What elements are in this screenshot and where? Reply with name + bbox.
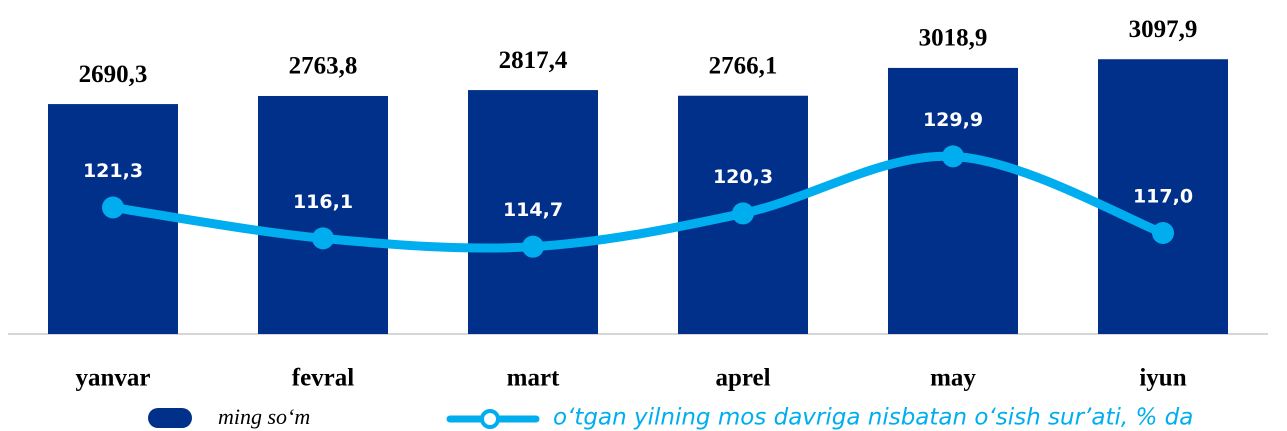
x-tick-label: mart xyxy=(507,365,560,392)
bar xyxy=(1098,59,1228,335)
line-value-label: 129,9 xyxy=(923,109,983,131)
line-value-label: 121,3 xyxy=(83,160,143,182)
x-tick-label: may xyxy=(930,365,976,392)
bar-value-label: 3097,9 xyxy=(1129,16,1198,43)
legend-bar-swatch xyxy=(148,408,192,428)
bar-value-label: 3018,9 xyxy=(919,25,988,52)
legend-bar-label: ming so‘m xyxy=(218,404,310,429)
bar-value-label: 2766,1 xyxy=(709,52,778,79)
bar-value-label: 2763,8 xyxy=(289,53,358,80)
bar-value-label: 2817,4 xyxy=(499,47,568,74)
x-tick-label: aprel xyxy=(715,365,770,392)
line-series xyxy=(102,145,1174,258)
line-value-label: 116,1 xyxy=(293,191,353,213)
x-tick-label: iyun xyxy=(1139,365,1186,392)
legend-line-label: o‘tgan yilning mos davriga nisbatan o‘si… xyxy=(553,405,1193,431)
line-point xyxy=(732,202,754,225)
line-point xyxy=(942,145,964,168)
bar xyxy=(468,90,598,334)
line-value-label: 114,7 xyxy=(503,199,563,221)
x-tick-label: fevral xyxy=(292,365,355,392)
legend-line-marker xyxy=(480,409,500,429)
line-value-label: 120,3 xyxy=(713,166,773,188)
line-value-label: 117,0 xyxy=(1133,186,1193,208)
bar xyxy=(888,67,1018,335)
line-point xyxy=(102,196,124,219)
line-point xyxy=(1152,222,1174,245)
labels: yanvar fevral mart aprel may iyun 2690,3 2763,8… xyxy=(76,16,1198,392)
bar-value-label: 2690,3 xyxy=(79,61,148,88)
line-point xyxy=(312,227,334,250)
line-point xyxy=(522,235,544,258)
bar xyxy=(258,95,388,335)
bars xyxy=(48,59,1228,335)
x-tick-label: yanvar xyxy=(76,365,151,392)
line xyxy=(108,151,1168,253)
